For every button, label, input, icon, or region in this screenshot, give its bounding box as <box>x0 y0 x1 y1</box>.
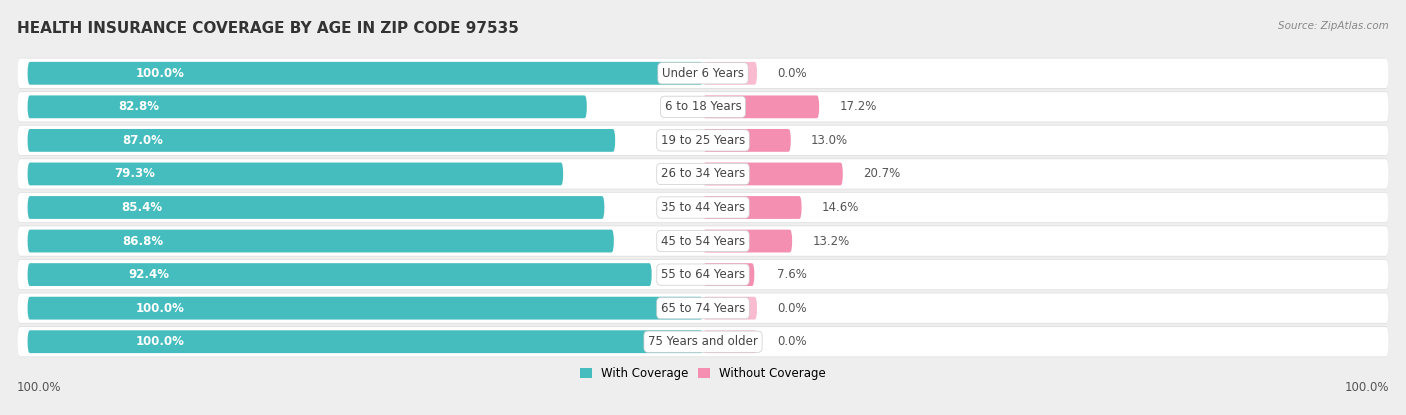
Text: 0.0%: 0.0% <box>778 67 807 80</box>
Text: Source: ZipAtlas.com: Source: ZipAtlas.com <box>1278 21 1389 31</box>
Text: 100.0%: 100.0% <box>135 302 184 315</box>
FancyBboxPatch shape <box>28 95 586 118</box>
Text: 65 to 74 Years: 65 to 74 Years <box>661 302 745 315</box>
FancyBboxPatch shape <box>17 293 1389 324</box>
FancyBboxPatch shape <box>28 330 703 353</box>
FancyBboxPatch shape <box>28 196 605 219</box>
FancyBboxPatch shape <box>17 259 1389 290</box>
FancyBboxPatch shape <box>17 260 1389 289</box>
Text: 92.4%: 92.4% <box>128 268 169 281</box>
Text: 13.0%: 13.0% <box>811 134 848 147</box>
FancyBboxPatch shape <box>17 92 1389 122</box>
Text: 100.0%: 100.0% <box>17 381 62 394</box>
FancyBboxPatch shape <box>28 62 703 85</box>
FancyBboxPatch shape <box>703 330 756 353</box>
Text: 75 Years and older: 75 Years and older <box>648 335 758 348</box>
FancyBboxPatch shape <box>17 193 1389 222</box>
FancyBboxPatch shape <box>17 226 1389 256</box>
Text: 87.0%: 87.0% <box>122 134 163 147</box>
Text: 86.8%: 86.8% <box>122 234 163 248</box>
FancyBboxPatch shape <box>28 263 651 286</box>
FancyBboxPatch shape <box>703 196 801 219</box>
FancyBboxPatch shape <box>17 159 1389 189</box>
Text: 6 to 18 Years: 6 to 18 Years <box>665 100 741 113</box>
Text: 0.0%: 0.0% <box>778 335 807 348</box>
Text: 20.7%: 20.7% <box>863 167 900 181</box>
Legend: With Coverage, Without Coverage: With Coverage, Without Coverage <box>575 362 831 385</box>
FancyBboxPatch shape <box>17 226 1389 256</box>
Text: 100.0%: 100.0% <box>1344 381 1389 394</box>
FancyBboxPatch shape <box>28 163 564 186</box>
FancyBboxPatch shape <box>17 327 1389 356</box>
Text: 13.2%: 13.2% <box>813 234 849 248</box>
FancyBboxPatch shape <box>703 263 755 286</box>
Text: HEALTH INSURANCE COVERAGE BY AGE IN ZIP CODE 97535: HEALTH INSURANCE COVERAGE BY AGE IN ZIP … <box>17 21 519 36</box>
FancyBboxPatch shape <box>17 192 1389 223</box>
Text: 55 to 64 Years: 55 to 64 Years <box>661 268 745 281</box>
Text: Under 6 Years: Under 6 Years <box>662 67 744 80</box>
Text: 45 to 54 Years: 45 to 54 Years <box>661 234 745 248</box>
FancyBboxPatch shape <box>17 125 1389 156</box>
Text: 7.6%: 7.6% <box>778 268 807 281</box>
Text: 35 to 44 Years: 35 to 44 Years <box>661 201 745 214</box>
Text: 26 to 34 Years: 26 to 34 Years <box>661 167 745 181</box>
FancyBboxPatch shape <box>17 59 1389 88</box>
FancyBboxPatch shape <box>703 297 756 320</box>
FancyBboxPatch shape <box>703 163 842 186</box>
Text: 82.8%: 82.8% <box>118 100 159 113</box>
Text: 14.6%: 14.6% <box>823 201 859 214</box>
FancyBboxPatch shape <box>17 159 1389 189</box>
FancyBboxPatch shape <box>703 229 792 252</box>
Text: 85.4%: 85.4% <box>121 201 162 214</box>
FancyBboxPatch shape <box>17 326 1389 357</box>
Text: 79.3%: 79.3% <box>115 167 156 181</box>
FancyBboxPatch shape <box>28 229 614 252</box>
FancyBboxPatch shape <box>703 62 756 85</box>
FancyBboxPatch shape <box>17 58 1389 89</box>
FancyBboxPatch shape <box>17 126 1389 155</box>
FancyBboxPatch shape <box>17 293 1389 323</box>
FancyBboxPatch shape <box>28 297 703 320</box>
FancyBboxPatch shape <box>17 91 1389 122</box>
Text: 100.0%: 100.0% <box>135 335 184 348</box>
FancyBboxPatch shape <box>703 129 790 152</box>
Text: 17.2%: 17.2% <box>839 100 877 113</box>
Text: 100.0%: 100.0% <box>135 67 184 80</box>
Text: 0.0%: 0.0% <box>778 302 807 315</box>
FancyBboxPatch shape <box>28 129 616 152</box>
Text: 19 to 25 Years: 19 to 25 Years <box>661 134 745 147</box>
FancyBboxPatch shape <box>703 95 820 118</box>
